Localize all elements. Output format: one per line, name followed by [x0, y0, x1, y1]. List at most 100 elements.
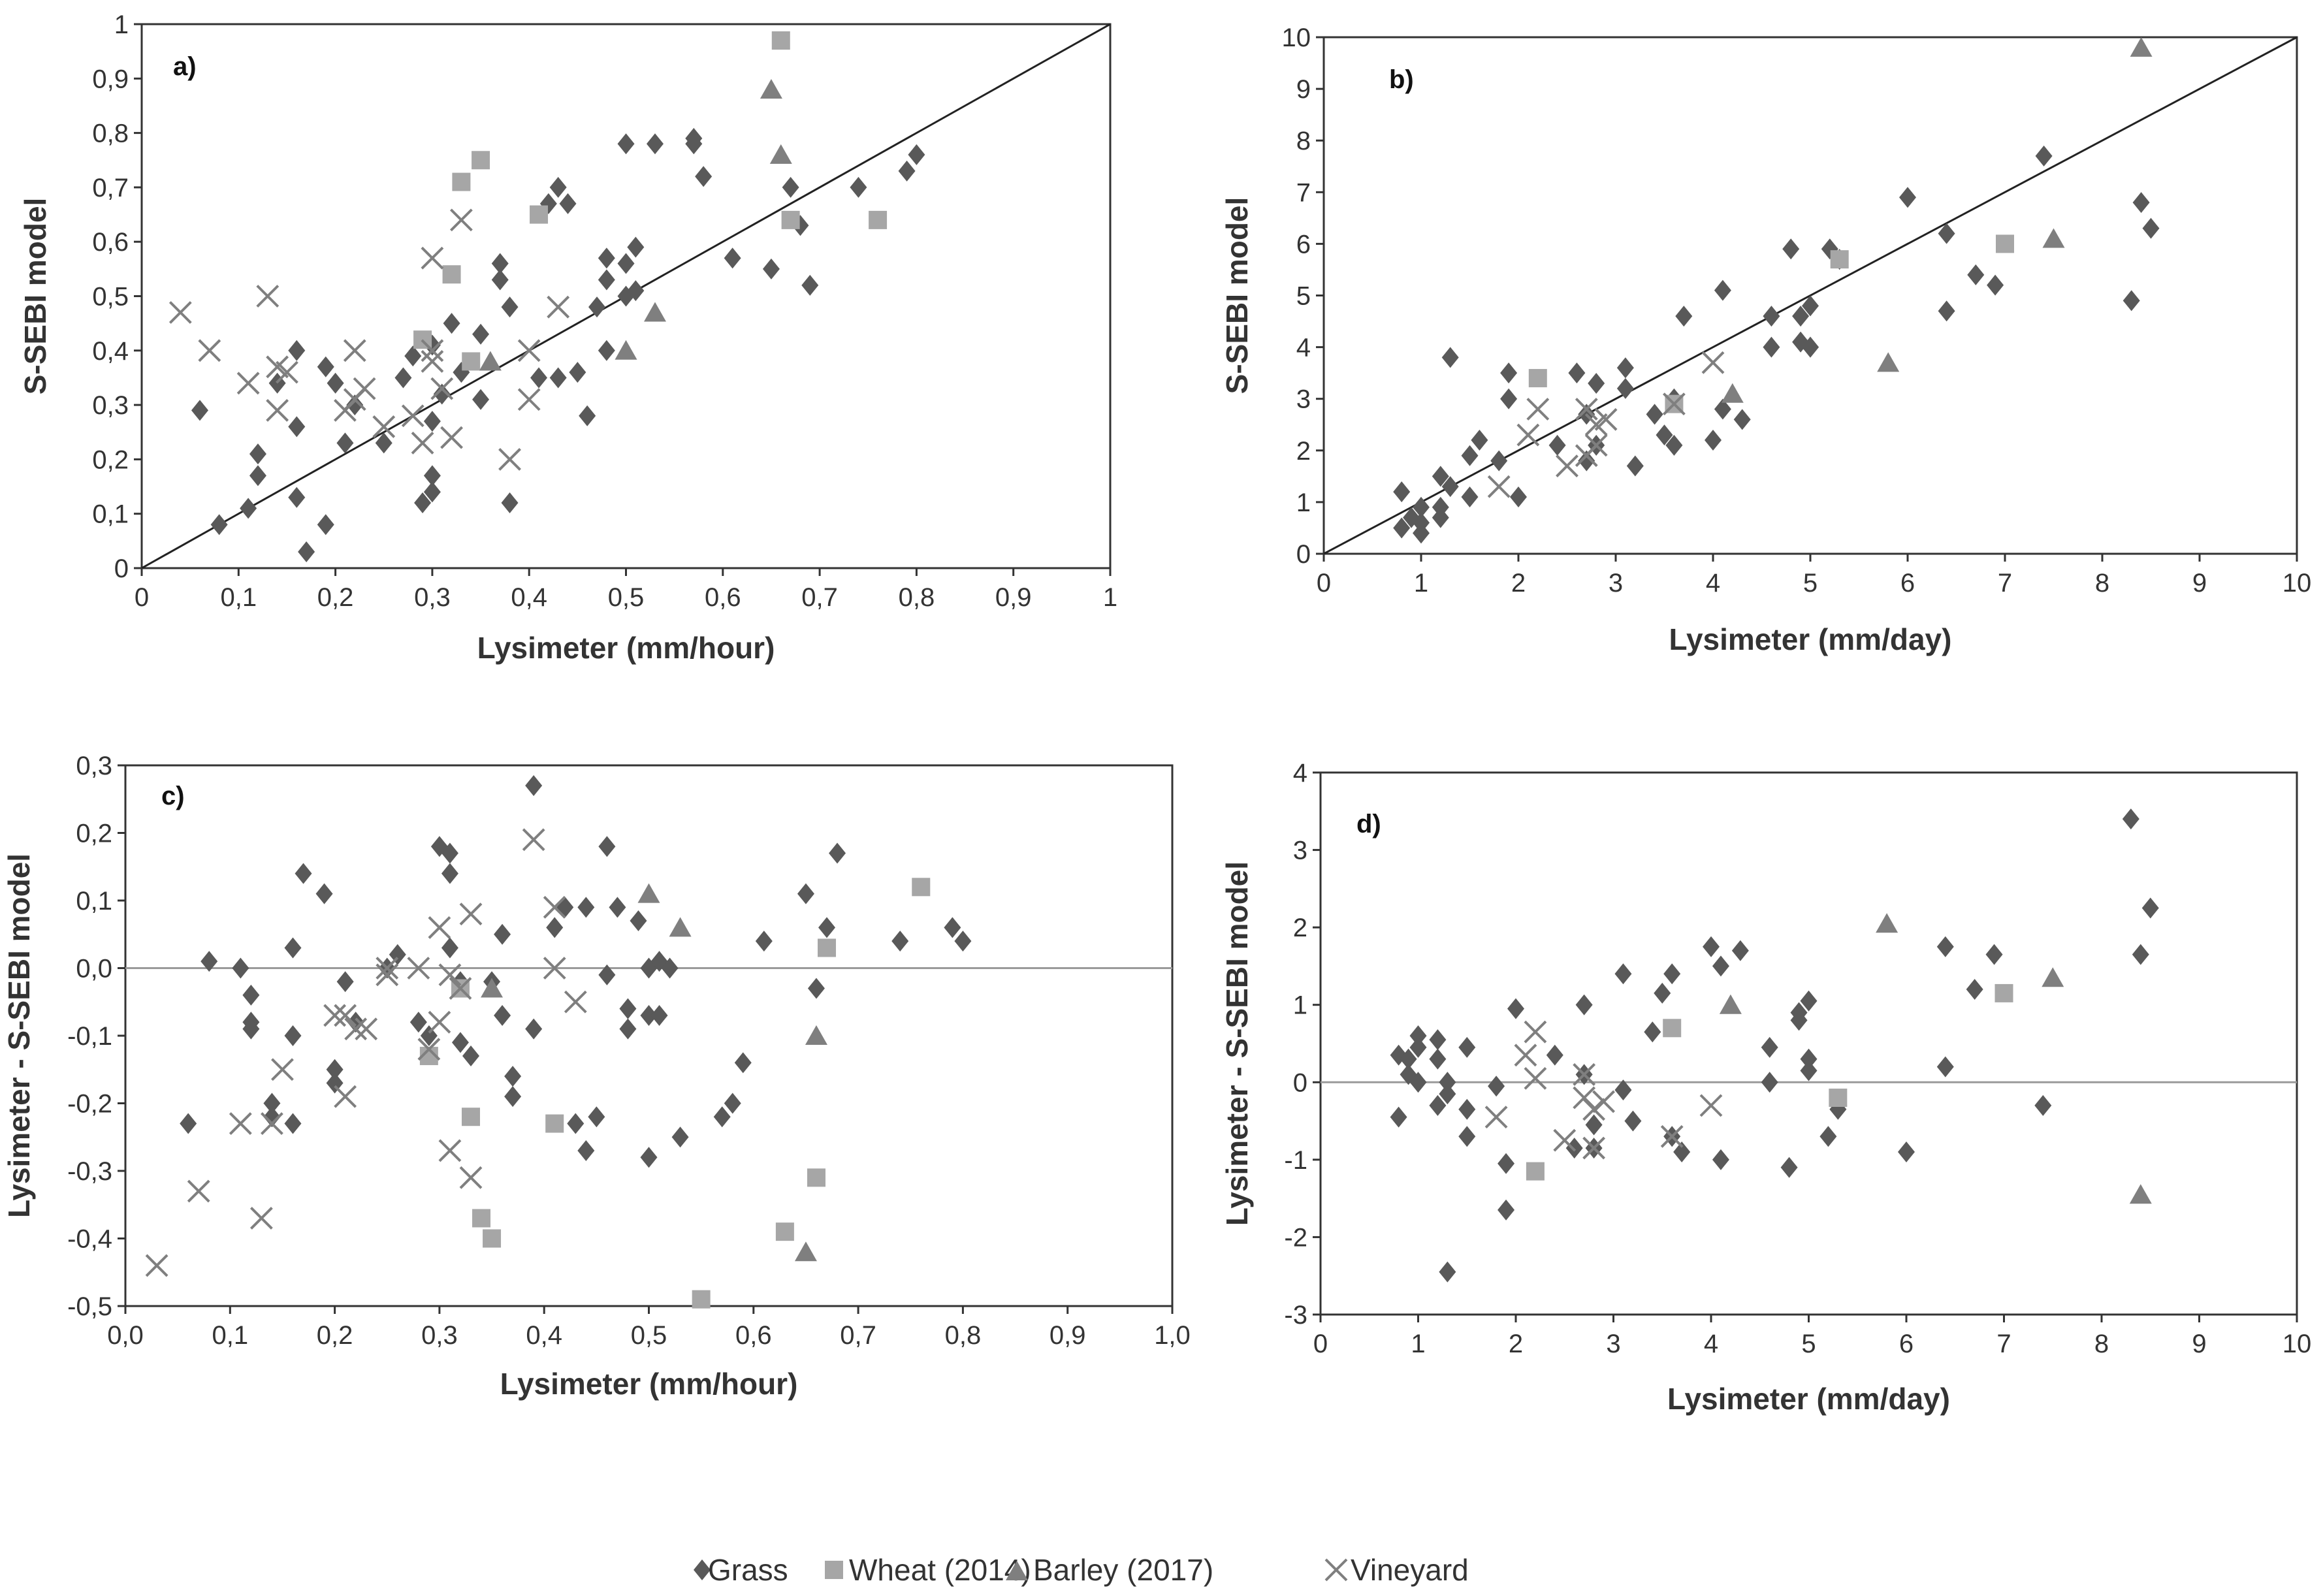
y-tick-label: 8: [1296, 127, 1311, 155]
point-grass: [1644, 1021, 1661, 1043]
y-tick-label: 10: [1282, 24, 1311, 52]
point-grass: [1763, 336, 1780, 358]
point-barley: [805, 1025, 827, 1045]
x-tick-label: 2: [1509, 1330, 1523, 1358]
legend-marker-wheat: [825, 1561, 843, 1579]
point-wheat: [1526, 1162, 1545, 1181]
point-wheat: [472, 1209, 491, 1228]
point-grass: [336, 971, 354, 993]
legend-marker-grass: [694, 1559, 711, 1580]
point-barley: [637, 883, 660, 903]
point-grass: [1548, 434, 1566, 456]
y-tick-label: 1: [1296, 488, 1311, 517]
point-grass: [409, 1012, 427, 1033]
y-axis-label-c: Lysimeter - S-SEBI model: [2, 854, 36, 1218]
point-grass: [650, 1004, 668, 1026]
x-tick-label: 7: [1998, 569, 2012, 598]
point-grass: [1763, 306, 1780, 327]
x-tick-label: 1: [1414, 569, 1428, 598]
x-tick-label: 1: [1411, 1330, 1425, 1358]
point-grass: [850, 176, 867, 198]
point-grass: [1665, 434, 1683, 456]
y-axis-label-a: S-SEBI model: [18, 198, 52, 395]
point-wheat: [807, 1168, 825, 1187]
x-tick-label: 6: [1900, 569, 1915, 598]
point-vineyard: [355, 1017, 378, 1041]
series-wheat-d: [1526, 983, 2013, 1181]
x-tick-label: 0: [1313, 1330, 1328, 1358]
point-grass: [1393, 517, 1411, 539]
point-grass: [1413, 496, 1430, 518]
point-grass: [501, 492, 519, 514]
point-grass: [588, 1106, 605, 1128]
y-tick-label: 0,8: [92, 120, 129, 148]
point-vineyard: [1592, 1090, 1615, 1113]
x-tick-label: 0,9: [995, 583, 1032, 612]
point-grass: [619, 1018, 637, 1040]
point-grass: [1588, 372, 1605, 394]
point-vineyard: [1582, 1098, 1606, 1121]
point-grass: [567, 1113, 585, 1134]
point-vineyard: [1524, 1066, 1547, 1090]
point-barley: [615, 340, 637, 360]
x-tick-label: 0: [135, 583, 149, 612]
point-grass: [685, 133, 703, 155]
point-grass: [1614, 963, 1632, 985]
point-grass: [494, 923, 511, 945]
series-vineyard-d: [1484, 1020, 1723, 1160]
point-grass: [724, 247, 741, 269]
point-grass: [462, 1045, 479, 1067]
point-vineyard: [438, 1139, 462, 1162]
series-barley-b: [1721, 37, 2153, 403]
point-vineyard: [440, 426, 463, 449]
y-tick-label: -0,4: [67, 1225, 112, 1254]
y-tick-label: 2: [1293, 914, 1307, 942]
point-vineyard: [1575, 398, 1598, 421]
point-barley: [2042, 967, 2064, 987]
point-wheat: [452, 172, 471, 191]
point-grass: [504, 1066, 522, 1087]
x-tick-label: 0,6: [705, 583, 741, 612]
point-wheat: [771, 31, 790, 50]
point-grass: [1790, 1010, 1808, 1031]
x-tick-label: 10: [2283, 569, 2312, 598]
point-grass: [801, 274, 819, 296]
point-barley: [769, 144, 792, 164]
point-grass: [451, 1032, 469, 1053]
point-vineyard: [1699, 1094, 1723, 1117]
point-grass: [577, 897, 595, 918]
point-grass: [891, 931, 909, 952]
point-grass: [713, 1106, 731, 1128]
point-grass: [546, 917, 564, 938]
point-vineyard: [1526, 398, 1550, 421]
point-grass: [1899, 187, 1916, 208]
point-wheat: [483, 1229, 502, 1248]
point-grass: [326, 1059, 344, 1080]
series-wheat-b: [1528, 234, 2014, 413]
point-grass: [504, 1086, 522, 1108]
series-wheat-c: [419, 878, 931, 1309]
point-grass: [1390, 1106, 1407, 1128]
point-vineyard: [421, 339, 444, 362]
point-vineyard: [271, 1058, 294, 1081]
point-grass: [646, 133, 664, 155]
point-vineyard: [1573, 1063, 1596, 1086]
point-vineyard: [411, 431, 434, 455]
point-grass: [1802, 336, 1819, 358]
point-grass: [284, 1113, 302, 1134]
point-grass: [263, 1106, 281, 1128]
point-vineyard: [372, 415, 396, 438]
x-tick-label: 9: [2192, 569, 2207, 598]
point-grass: [1616, 377, 1634, 399]
point-grass: [1938, 300, 1955, 322]
point-vineyard: [1662, 392, 1686, 416]
point-grass: [501, 296, 519, 318]
y-tick-label: 0,4: [92, 337, 129, 366]
y-tick-label: 6: [1296, 230, 1311, 259]
y-tick-label: -0,3: [67, 1157, 112, 1186]
y-tick-label: 7: [1296, 178, 1311, 207]
point-wheat: [442, 265, 461, 284]
point-barley: [794, 1241, 817, 1262]
point-grass: [598, 340, 615, 361]
point-grass: [1409, 1025, 1427, 1047]
